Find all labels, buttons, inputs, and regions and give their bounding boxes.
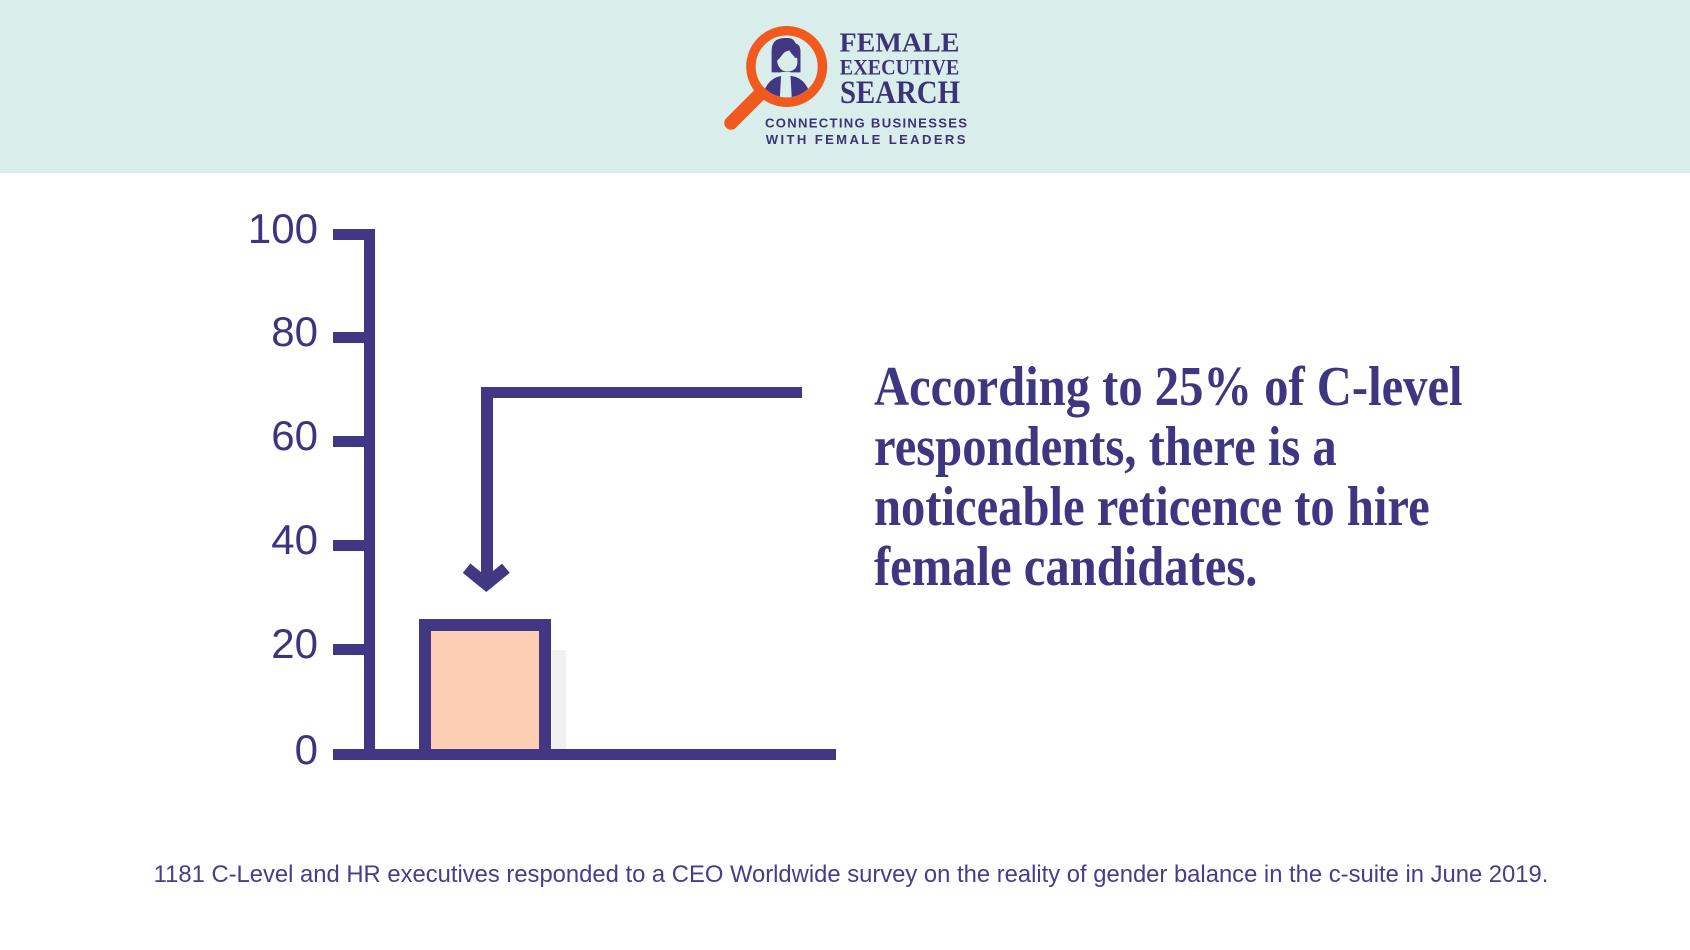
svg-text:SEARCH: SEARCH [840,75,960,111]
svg-text:FEMALE: FEMALE [840,26,960,57]
svg-text:WITH FEMALE LEADERS: WITH FEMALE LEADERS [766,132,966,147]
svg-text:CONNECTING BUSINESSES: CONNECTING BUSINESSES [765,116,967,131]
svg-text:EXECUTIVE: EXECUTIVE [840,55,960,80]
